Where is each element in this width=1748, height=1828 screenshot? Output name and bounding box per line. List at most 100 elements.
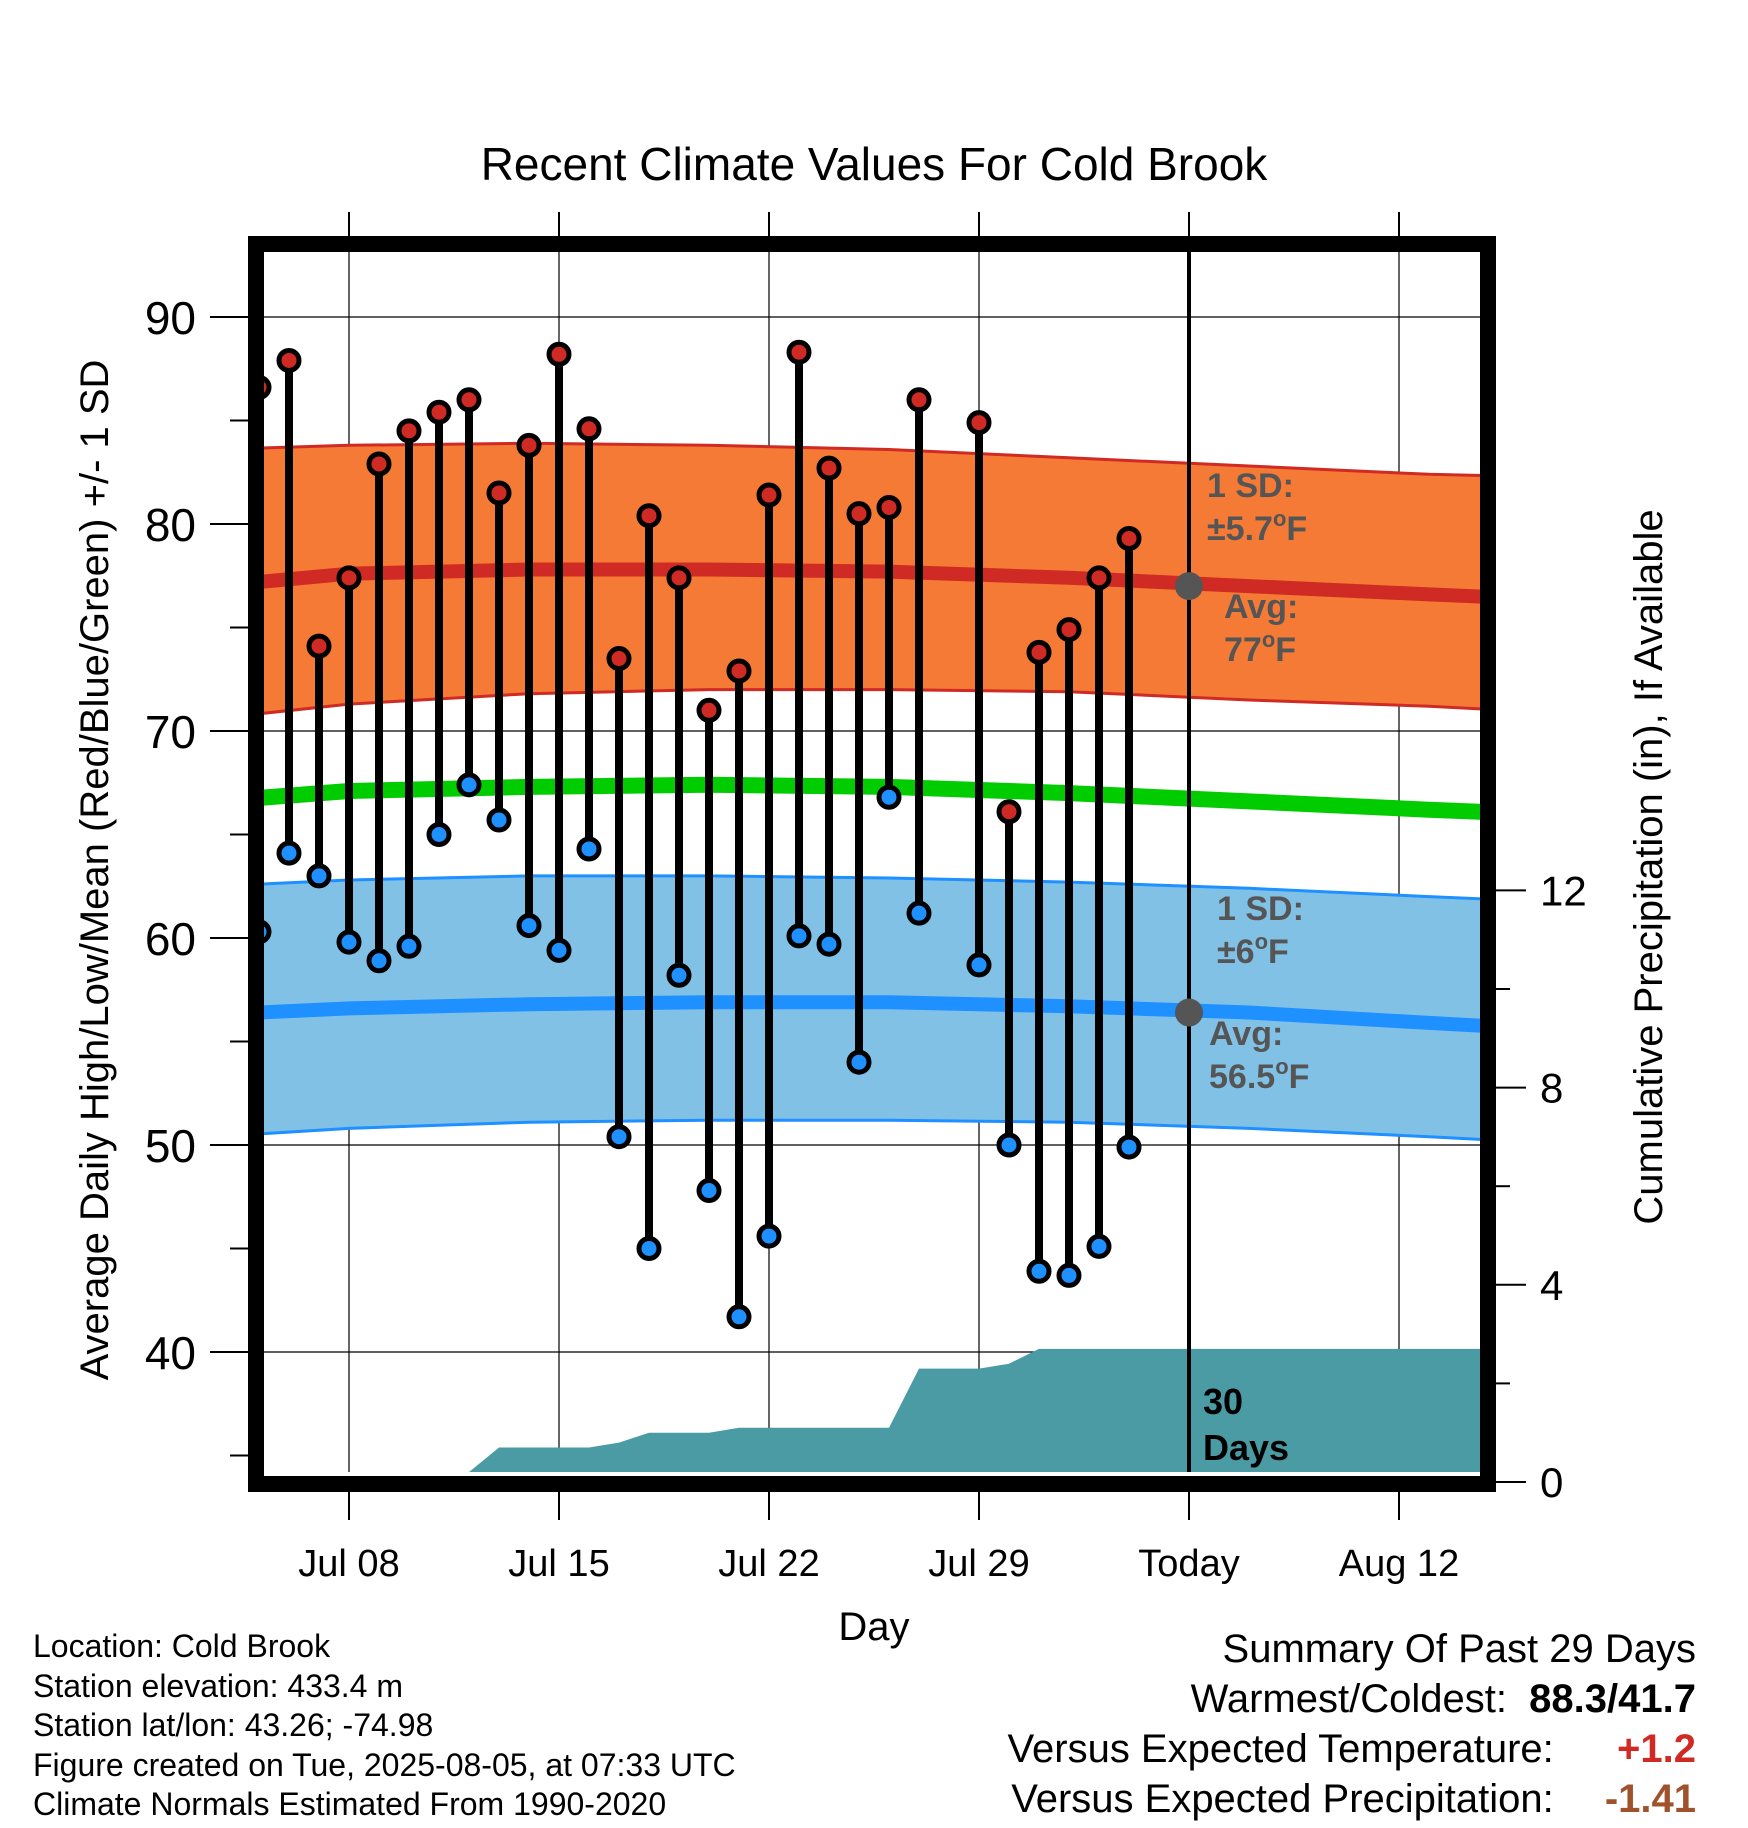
low-avg-value: 56.5oF bbox=[1209, 1054, 1309, 1096]
x-tick-label: Jul 29 bbox=[928, 1543, 1029, 1585]
high-sd-value: ±5.7oF bbox=[1207, 506, 1307, 548]
daily-low-point bbox=[726, 1304, 752, 1330]
daily-low-point bbox=[576, 836, 602, 862]
daily-high-point bbox=[366, 451, 392, 477]
daily-high-point bbox=[756, 482, 782, 508]
today-high-avg-marker bbox=[1175, 572, 1203, 601]
summary-warmest-row: Warmest/Coldest: 88.3/41.7 bbox=[1008, 1674, 1696, 1724]
y-tick-label: 90 bbox=[145, 292, 196, 344]
temp-label: Versus Expected Temperature: bbox=[1007, 1727, 1554, 1771]
station-info: Location: Cold Brook Station elevation: … bbox=[33, 1627, 736, 1825]
daily-low-point bbox=[966, 952, 992, 978]
daily-low-point bbox=[486, 807, 512, 833]
daily-low-point bbox=[786, 923, 812, 949]
daily-low-point bbox=[606, 1124, 632, 1150]
daily-high-point bbox=[1116, 525, 1142, 551]
daily-low-point bbox=[666, 962, 692, 988]
daily-high-point bbox=[786, 339, 812, 365]
daily-high-point bbox=[816, 455, 842, 481]
daily-high-point bbox=[906, 387, 932, 413]
daily-low-point bbox=[816, 931, 842, 957]
daily-low-point bbox=[366, 948, 392, 974]
daily-high-point bbox=[396, 418, 422, 444]
x-axis-label: Day bbox=[838, 1605, 909, 1649]
daily-low-point bbox=[426, 822, 452, 847]
days-count-number: 30 bbox=[1203, 1381, 1243, 1422]
daily-high-point bbox=[696, 697, 722, 723]
daily-low-point bbox=[1026, 1258, 1052, 1284]
daily-low-point bbox=[306, 863, 332, 889]
daily-low-point bbox=[456, 772, 482, 798]
daily-low-point bbox=[1116, 1134, 1142, 1160]
plot-content bbox=[262, 248, 1482, 1472]
daily-low-point bbox=[336, 929, 362, 955]
low-sd-value: ±6oF bbox=[1217, 929, 1289, 971]
daily-low-point bbox=[756, 1223, 782, 1249]
normal-low-line bbox=[262, 995, 1482, 1033]
summary-precip-row: Versus Expected Precipitation: -1.41 bbox=[1008, 1774, 1696, 1824]
daily-high-point bbox=[486, 480, 512, 506]
y-tick-label: 40 bbox=[145, 1327, 196, 1379]
daily-low-point bbox=[546, 937, 572, 963]
daily-high-point bbox=[606, 646, 632, 672]
x-tick-label: Today bbox=[1138, 1543, 1239, 1585]
location-text: Location: Cold Brook bbox=[33, 1628, 331, 1664]
daily-low-point bbox=[636, 1236, 662, 1261]
daily-low-point bbox=[996, 1132, 1022, 1158]
daily-high-point bbox=[1056, 617, 1082, 643]
daily-high-point bbox=[576, 416, 602, 442]
x-tick-label: Jul 22 bbox=[718, 1543, 819, 1585]
daily-low-point bbox=[1086, 1233, 1112, 1259]
x-tick-label: Aug 12 bbox=[1339, 1543, 1459, 1585]
daily-low-point bbox=[276, 840, 302, 866]
daily-low-point bbox=[516, 913, 542, 939]
y2-tick-label: 0 bbox=[1540, 1459, 1563, 1506]
daily-high-point bbox=[426, 399, 452, 425]
daily-low-point bbox=[1056, 1262, 1082, 1288]
daily-high-point bbox=[276, 347, 302, 373]
daily-high-point bbox=[876, 494, 902, 520]
y-tick-label: 70 bbox=[145, 706, 196, 758]
created-text: Figure created on Tue, 2025-08-05, at 07… bbox=[33, 1746, 736, 1783]
daily-high-point bbox=[636, 503, 662, 529]
y-tick-label: 60 bbox=[145, 913, 196, 965]
daily-high-point bbox=[336, 565, 362, 591]
x-tick-label: Jul 15 bbox=[508, 1543, 609, 1585]
warmest-label: Warmest/Coldest: bbox=[1190, 1677, 1507, 1721]
plot-frame bbox=[248, 236, 1496, 1492]
elevation-text: Station elevation: 433.4 m bbox=[33, 1667, 404, 1704]
warmest-value: 88.3/41.7 bbox=[1529, 1677, 1696, 1721]
y2-axis-label: Cumulative Precipitation (in), If Availa… bbox=[1627, 509, 1671, 1224]
low-avg-label: Avg: bbox=[1209, 1015, 1283, 1053]
y2-tick-label: 8 bbox=[1540, 1065, 1563, 1112]
y2-tick-label: 12 bbox=[1540, 867, 1587, 914]
low-sd-label: 1 SD: bbox=[1217, 890, 1304, 928]
temp-value: +1.2 bbox=[1617, 1727, 1696, 1771]
summary-temp-row: Versus Expected Temperature: +1.2 bbox=[1008, 1724, 1696, 1774]
daily-high-point bbox=[996, 799, 1022, 825]
daily-low-point bbox=[876, 784, 902, 810]
high-avg-label: Avg: bbox=[1224, 588, 1298, 626]
precip-area bbox=[469, 1348, 1482, 1472]
days-count-word: Days bbox=[1203, 1427, 1289, 1468]
high-avg-value: 77oF bbox=[1224, 627, 1296, 669]
daily-low-point bbox=[846, 1049, 872, 1075]
today-low-avg-marker bbox=[1175, 998, 1203, 1027]
daily-high-point bbox=[666, 565, 692, 591]
daily-low-point bbox=[906, 900, 932, 926]
daily-high-point bbox=[726, 658, 752, 684]
x-tick-label: Jul 08 bbox=[298, 1543, 399, 1585]
summary-panel: Summary Of Past 29 Days Warmest/Coldest:… bbox=[1008, 1624, 1696, 1824]
y-tick-label: 50 bbox=[145, 1120, 196, 1172]
y2-tick-label: 4 bbox=[1540, 1262, 1563, 1309]
precip-label: Versus Expected Precipitation: bbox=[1011, 1777, 1554, 1821]
daily-high-point bbox=[456, 387, 482, 413]
chart-title: Recent Climate Values For Cold Brook bbox=[481, 138, 1269, 190]
daily-high-point bbox=[306, 633, 332, 659]
low-band-lower-edge bbox=[262, 1118, 1482, 1142]
latlon-text: Station lat/lon: 43.26; -74.98 bbox=[33, 1707, 434, 1743]
daily-high-point bbox=[516, 432, 542, 458]
precip-value: -1.41 bbox=[1604, 1777, 1696, 1821]
